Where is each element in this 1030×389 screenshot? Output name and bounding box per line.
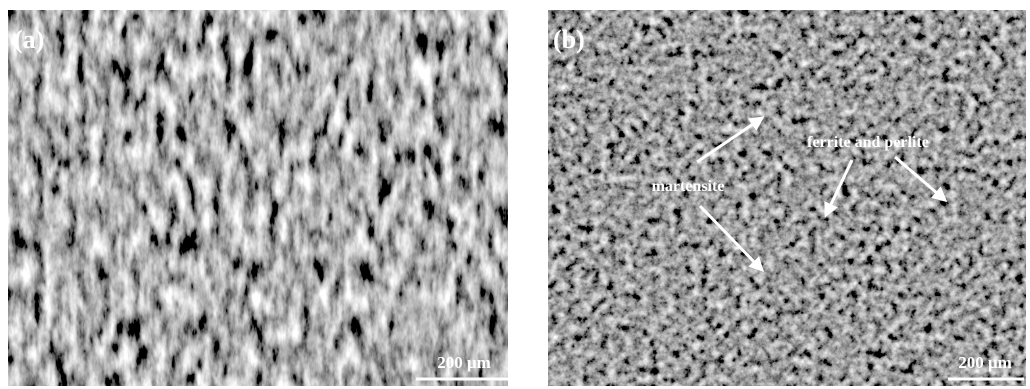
figure: (a) 200 μm (b) martensite ferrite and pe…: [0, 0, 1030, 389]
annotation: martensite: [652, 178, 725, 195]
scale-bar-label: 200 μm: [437, 353, 491, 372]
page: (a) 200 μm (b) martensite ferrite and pe…: [0, 0, 1030, 389]
panel-b: (b) martensite ferrite and perlite 200 μ…: [548, 10, 1026, 386]
panel-a: (a) 200 μm: [8, 10, 512, 386]
micrograph-a: [8, 10, 508, 386]
annotation: ferrite and perlite: [807, 134, 929, 151]
panel-label: (b): [553, 25, 585, 54]
panel-label: (a): [14, 25, 44, 54]
micrograph-b: [548, 10, 1026, 386]
scale-bar-label: 200 μm: [958, 353, 1012, 372]
